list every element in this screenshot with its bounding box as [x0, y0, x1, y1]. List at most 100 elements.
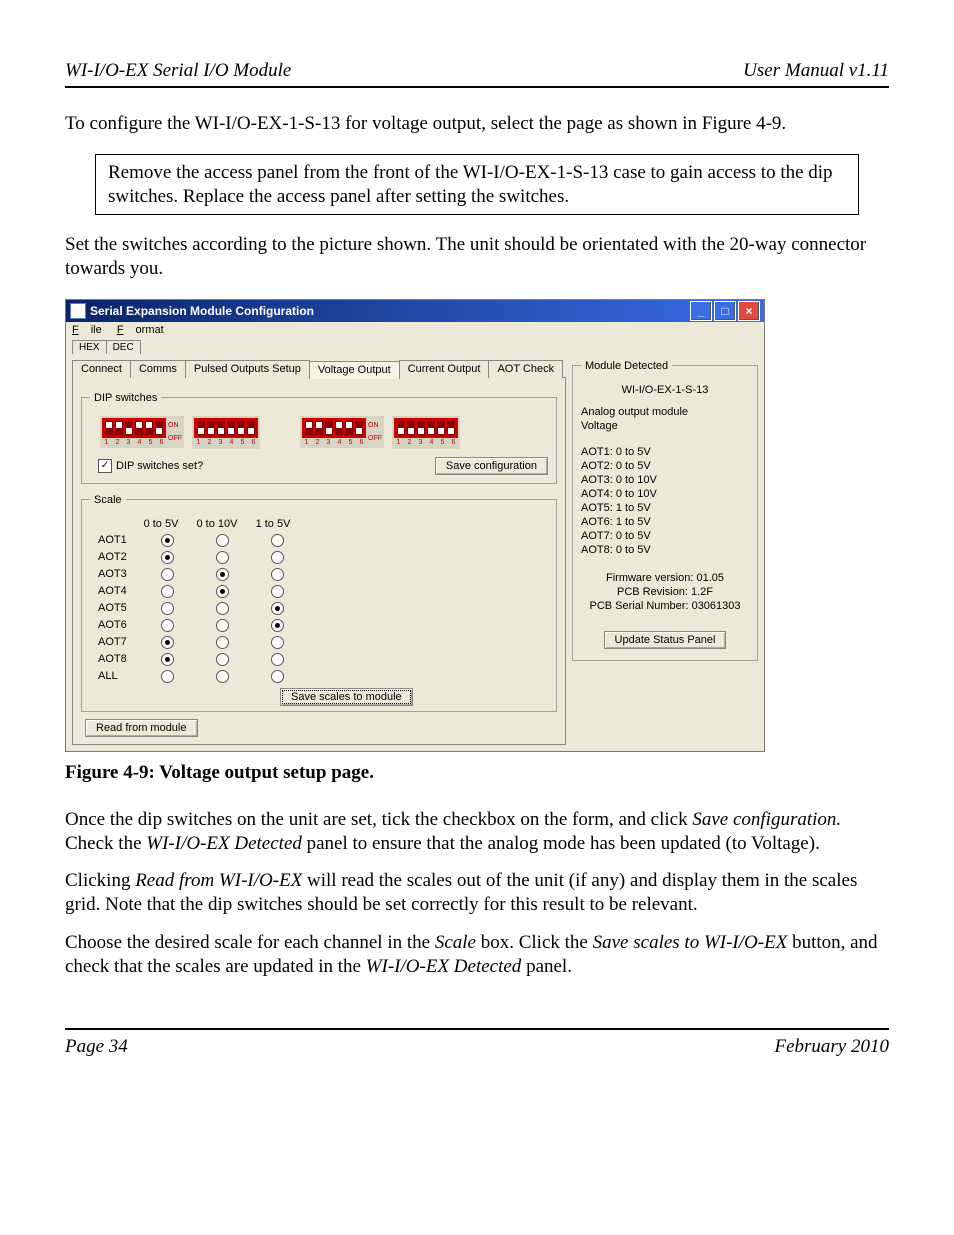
scale-radio[interactable] — [161, 568, 174, 581]
scale-radio[interactable] — [216, 585, 229, 598]
scale-radio[interactable] — [216, 602, 229, 615]
close-button[interactable]: × — [738, 301, 760, 321]
scale-radio[interactable] — [216, 534, 229, 547]
scale-row-label: AOT4 — [98, 585, 140, 597]
scale-radio[interactable] — [161, 602, 174, 615]
dip-switch — [237, 421, 245, 435]
dip-set-checkbox[interactable]: ✓ DIP switches set? — [98, 459, 203, 473]
config-window: Serial Expansion Module Configuration _ … — [65, 299, 765, 752]
scale-row-label: AOT2 — [98, 551, 140, 563]
tab-dec[interactable]: DEC — [106, 340, 141, 354]
scale-radio[interactable] — [161, 551, 174, 564]
scale-row-aot6: AOT6 — [98, 619, 548, 632]
dip-switch — [315, 421, 323, 435]
dip-switch — [125, 421, 133, 435]
scale-radio[interactable] — [271, 670, 284, 683]
scale-radio[interactable] — [271, 653, 284, 666]
pcb-revision: PCB Revision: 1.2F — [581, 586, 749, 598]
scale-radio[interactable] — [271, 534, 284, 547]
aot3-range: AOT3: 0 to 10V — [581, 474, 749, 486]
dip-switch — [135, 421, 143, 435]
hexdec-tabs: HEXDEC — [66, 338, 764, 354]
checkbox-icon: ✓ — [98, 459, 112, 473]
paragraph-read: Clicking Read from WI-I/O-EX will read t… — [65, 869, 889, 917]
scale-radio[interactable] — [161, 636, 174, 649]
tab-voltage-output[interactable]: Voltage Output — [309, 361, 400, 379]
dip-switch — [247, 421, 255, 435]
scale-radio[interactable] — [271, 602, 284, 615]
tab-aot-check[interactable]: AOT Check — [488, 360, 563, 378]
scale-radio[interactable] — [216, 568, 229, 581]
scale-row-aot7: AOT7 — [98, 636, 548, 649]
dip-switch — [115, 421, 123, 435]
scale-radio[interactable] — [271, 619, 284, 632]
module-type2: Voltage — [581, 420, 749, 432]
main-tabstrip: Connect Comms Pulsed Outputs Setup Volta… — [72, 360, 566, 378]
dip-switches-fieldset: DIP switches 123456 ONOFF — [81, 392, 557, 484]
scale-radio[interactable] — [216, 670, 229, 683]
intro-paragraph: To configure the WI-I/O-EX-1-S-13 for vo… — [65, 112, 889, 136]
scale-row-all: ALL — [98, 670, 548, 683]
tab-comms[interactable]: Comms — [130, 360, 186, 378]
footer-page: Page 34 — [65, 1036, 128, 1058]
dip-switch — [397, 421, 405, 435]
dip-switch — [197, 421, 205, 435]
tab-connect[interactable]: Connect — [72, 360, 131, 378]
scale-radio[interactable] — [271, 568, 284, 581]
dip-switch — [407, 421, 415, 435]
menu-format[interactable]: Format — [117, 324, 164, 336]
window-title: Serial Expansion Module Configuration — [90, 304, 314, 318]
scale-row-label: ALL — [98, 670, 140, 682]
footer-date: February 2010 — [774, 1036, 889, 1058]
scale-radio[interactable] — [161, 619, 174, 632]
dip-switch — [345, 421, 353, 435]
dip-bank-1: 123456 ONOFF — [100, 416, 184, 448]
dip-switches-legend: DIP switches — [90, 392, 161, 404]
scale-col-0to5v: 0 to 5V — [140, 518, 182, 530]
scale-radio[interactable] — [161, 585, 174, 598]
scale-legend: Scale — [90, 494, 126, 506]
dip-switch — [217, 421, 225, 435]
scale-col-1to5v: 1 to 5V — [252, 518, 294, 530]
module-detected-legend: Module Detected — [581, 360, 672, 372]
aot4-range: AOT4: 0 to 10V — [581, 488, 749, 500]
voltage-output-panel: DIP switches 123456 ONOFF — [72, 377, 566, 745]
aot6-range: AOT6: 1 to 5V — [581, 516, 749, 528]
window-titlebar: Serial Expansion Module Configuration _ … — [66, 300, 764, 322]
scale-radio[interactable] — [271, 551, 284, 564]
scale-row-aot3: AOT3 — [98, 568, 548, 581]
dip-switch — [447, 421, 455, 435]
scale-radio[interactable] — [271, 585, 284, 598]
menu-file[interactable]: File — [72, 324, 102, 336]
dip-switch — [417, 421, 425, 435]
paragraph-save-config: Once the dip switches on the unit are se… — [65, 808, 889, 856]
maximize-button[interactable]: □ — [714, 301, 736, 321]
scale-radio[interactable] — [161, 653, 174, 666]
tab-hex[interactable]: HEX — [72, 340, 107, 354]
module-model: WI-I/O-EX-1-S-13 — [581, 384, 749, 396]
scale-radio[interactable] — [216, 551, 229, 564]
dip-switch — [207, 421, 215, 435]
save-configuration-button[interactable]: Save configuration — [435, 457, 548, 475]
scale-row-label: AOT3 — [98, 568, 140, 580]
pcb-serial: PCB Serial Number: 03061303 — [581, 600, 749, 612]
save-scales-button[interactable]: Save scales to module — [280, 688, 413, 706]
scale-row-label: AOT1 — [98, 534, 140, 546]
scale-radio[interactable] — [216, 653, 229, 666]
scale-radio[interactable] — [216, 619, 229, 632]
scale-row-aot1: AOT1 — [98, 534, 548, 547]
read-from-module-button[interactable]: Read from module — [85, 719, 198, 737]
scale-fieldset: Scale 0 to 5V 0 to 10V 1 to 5V AOT1AOT2A… — [81, 494, 557, 712]
dip-switch — [305, 421, 313, 435]
paragraph-scale: Choose the desired scale for each channe… — [65, 931, 889, 979]
scale-radio[interactable] — [271, 636, 284, 649]
update-status-panel-button[interactable]: Update Status Panel — [604, 631, 727, 649]
minimize-button[interactable]: _ — [690, 301, 712, 321]
scale-radio[interactable] — [161, 534, 174, 547]
scale-radio[interactable] — [216, 636, 229, 649]
header-left: WI-I/O-EX Serial I/O Module — [65, 60, 291, 82]
tab-current-output[interactable]: Current Output — [399, 360, 490, 378]
tab-pulsed-outputs[interactable]: Pulsed Outputs Setup — [185, 360, 310, 378]
dip-bank-4: 123456 — [392, 416, 460, 449]
scale-radio[interactable] — [161, 670, 174, 683]
